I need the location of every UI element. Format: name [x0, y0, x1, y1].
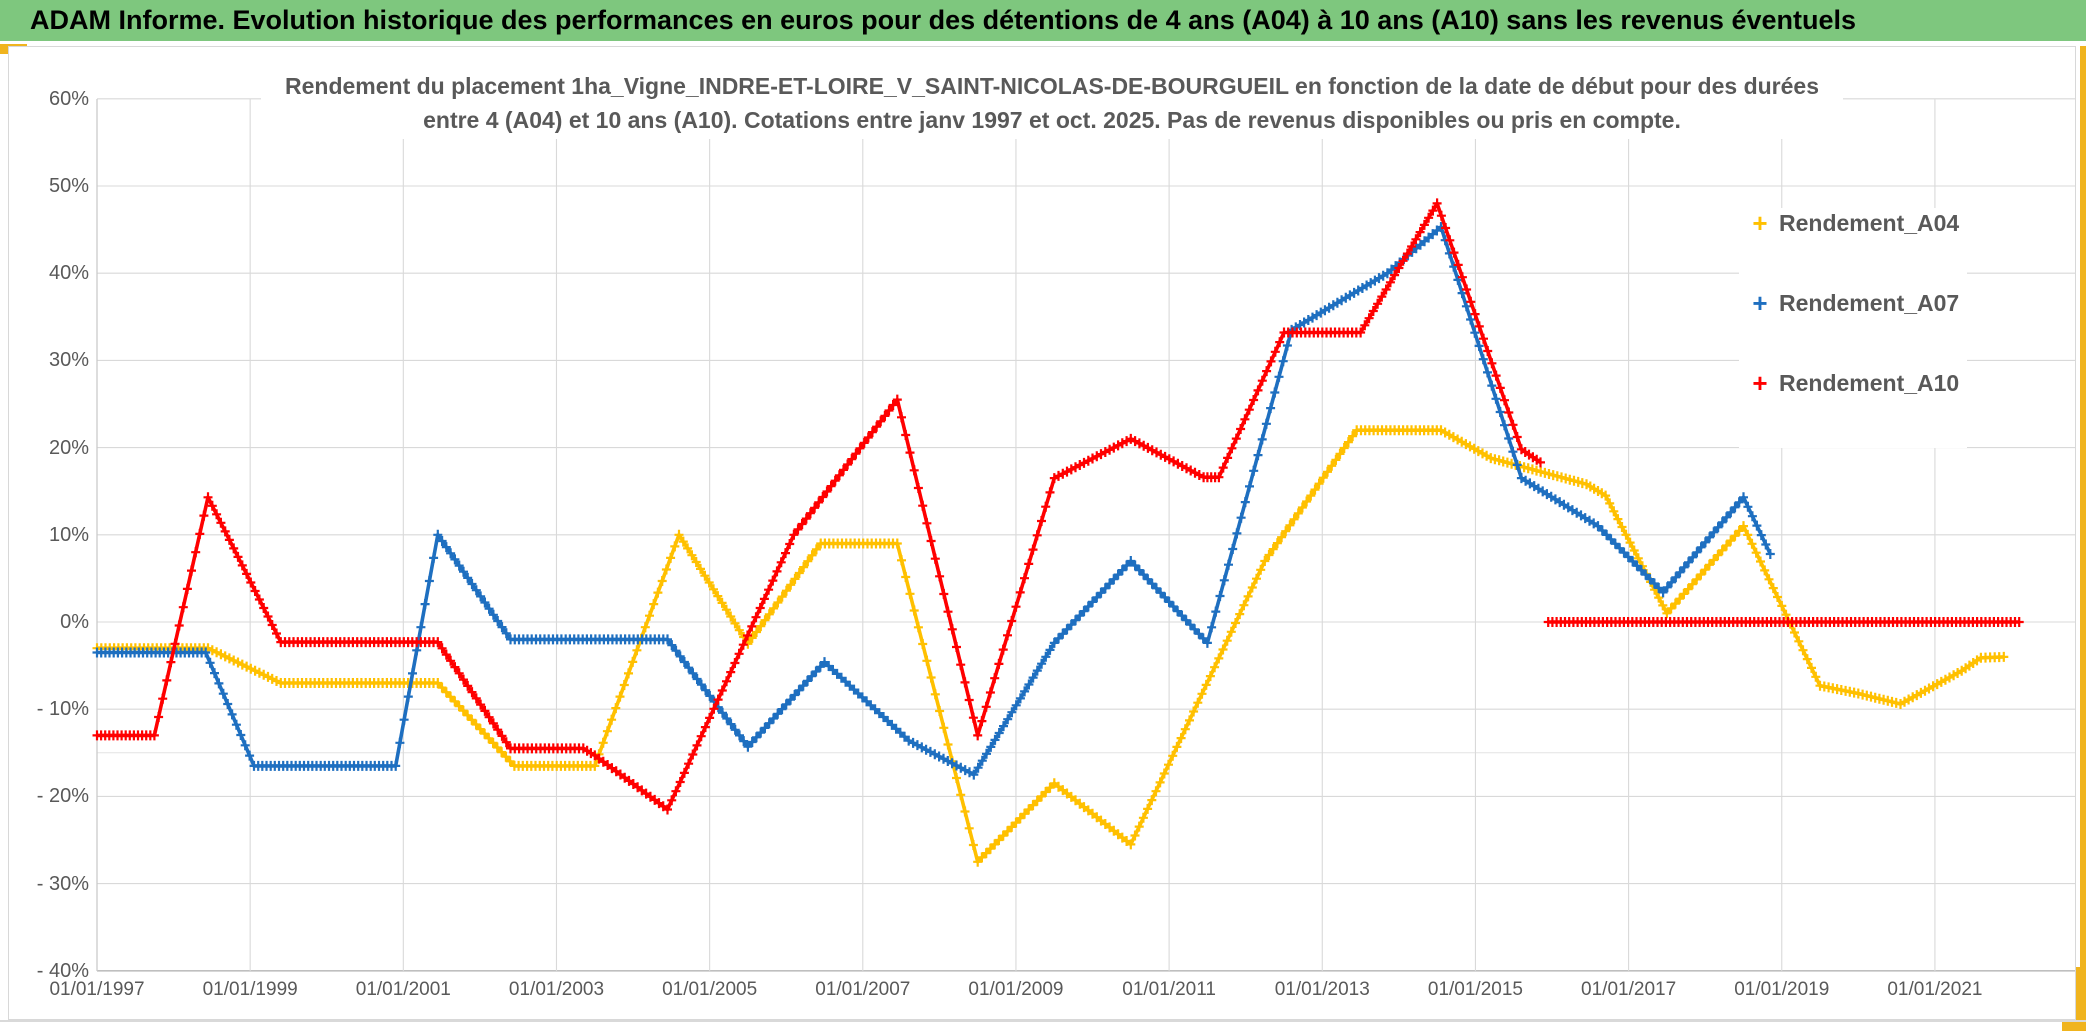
y-tick-label: 0%	[60, 611, 89, 633]
y-tick-label: - 30%	[36, 872, 89, 895]
chart-title-line2: entre 4 (A04) et 10 ans (A10). Cotations…	[423, 107, 1681, 133]
y-tick-label: 60%	[48, 87, 89, 110]
x-tick-label: 01/01/2019	[1734, 979, 1830, 1000]
chart-title-line1: Rendement du placement 1ha_Vigne_INDRE-E…	[285, 73, 1819, 99]
x-tick-label: 01/01/2021	[1887, 979, 1983, 1000]
x-tick-label: 01/01/2017	[1581, 979, 1677, 1000]
x-tick-label: 01/01/2015	[1427, 979, 1523, 1000]
x-tick-label: 01/01/2009	[968, 979, 1064, 1000]
series-markers-Rendement_A07	[92, 222, 1775, 780]
x-tick-label: 01/01/1999	[202, 979, 298, 1000]
legend-label: Rendement_A04	[1779, 209, 1960, 236]
y-tick-label: - 20%	[36, 785, 89, 808]
y-tick-label: 30%	[48, 349, 89, 372]
y-tick-label: 10%	[48, 523, 89, 546]
legend-item-a04: + Rendement_A04	[1739, 207, 1968, 238]
gold-accent-bottom-right-horizontal	[2062, 1021, 2086, 1031]
series-markers-Rendement_A10	[92, 198, 1545, 815]
series-markers-Rendement_A10	[1543, 617, 2024, 627]
line-chart-plot	[92, 98, 2075, 972]
x-tick-label: 01/01/2005	[662, 979, 758, 1000]
y-tick-label: - 40%	[36, 959, 89, 982]
gold-accent-right-strip	[2080, 46, 2086, 976]
x-tick-label: 01/01/2001	[355, 979, 451, 1000]
legend-item-a10: + Rendement_A10	[1739, 367, 1968, 398]
bottom-divider	[0, 1020, 2086, 1022]
window-title-bar: ADAM Informe. Evolution historique des p…	[0, 0, 2086, 41]
chart-title: Rendement du placement 1ha_Vigne_INDRE-E…	[261, 67, 1843, 139]
plus-marker-icon: +	[1752, 367, 1768, 398]
plus-marker-icon: +	[1752, 287, 1768, 318]
legend-label: Rendement_A07	[1779, 289, 1960, 316]
y-tick-label: 50%	[48, 175, 89, 197]
y-tick-label: 40%	[48, 262, 89, 285]
chart-panel: Rendement du placement 1ha_Vigne_INDRE-E…	[8, 46, 2076, 1020]
x-tick-label: 01/01/2007	[815, 979, 911, 1000]
x-tick-label: 01/01/2003	[508, 979, 605, 1000]
x-tick-label: 01/01/1997	[49, 979, 145, 1000]
y-tick-label: 20%	[48, 436, 89, 459]
legend-label: Rendement_A10	[1779, 369, 1960, 396]
x-tick-label: 01/01/2013	[1274, 979, 1370, 1000]
y-tick-label: - 10%	[36, 698, 89, 721]
chart-legend: + Rendement_A04 + Rendement_A07 + Rendem…	[1739, 207, 1968, 448]
plus-marker-icon: +	[1752, 207, 1768, 238]
page-title: ADAM Informe. Evolution historique des p…	[30, 5, 1857, 35]
legend-item-a07: + Rendement_A07	[1739, 287, 1968, 318]
x-tick-label: 01/01/2011	[1122, 979, 1216, 1000]
gold-accent-bottom-right-vertical	[2074, 967, 2086, 1031]
